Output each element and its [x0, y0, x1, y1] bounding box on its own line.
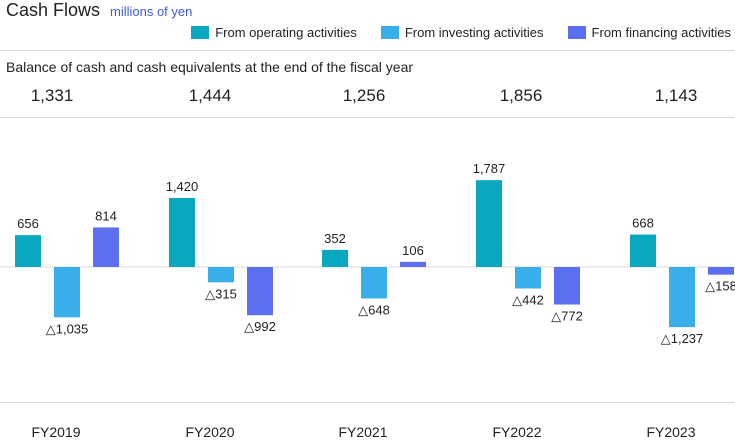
legend-label-financing: From financing activities	[591, 25, 731, 40]
x-tick-label-fy2023: FY2023	[646, 424, 695, 440]
bar-financing-fy2021	[400, 261, 426, 267]
bar-financing-fy2020	[247, 267, 273, 316]
x-tick-label-fy2021: FY2021	[338, 424, 387, 440]
data-label-operating-fy2020: 1,420	[166, 179, 199, 194]
data-label-financing-fy2022: △772	[551, 309, 583, 324]
x-tick-label-fy2022: FY2022	[492, 424, 541, 440]
data-label-investing-fy2020: △315	[205, 286, 237, 301]
data-label-financing-fy2020: △992	[244, 319, 276, 334]
legend: From operating activities From investing…	[191, 25, 731, 40]
bar-financing-fy2022	[554, 267, 580, 305]
data-label-operating-fy2019: 656	[17, 216, 39, 231]
divider-top	[0, 50, 735, 51]
bar-operating-fy2022	[476, 180, 502, 267]
bar-operating-fy2020	[169, 197, 195, 267]
data-label-financing-fy2023: △158	[705, 279, 735, 294]
unit-label: millions of yen	[110, 4, 193, 19]
x-tick-label-fy2020: FY2020	[185, 424, 234, 440]
data-label-operating-fy2022: 1,787	[473, 161, 506, 176]
bar-investing-fy2022	[515, 267, 541, 289]
legend-label-investing: From investing activities	[404, 25, 544, 40]
legend-swatch-operating	[191, 26, 210, 39]
data-label-investing-fy2023: △1,237	[661, 331, 704, 346]
divider-balance	[0, 117, 735, 118]
divider-bottom	[0, 402, 735, 403]
balance-value-fy2023: 1,143	[654, 86, 698, 105]
data-label-investing-fy2019: △1,035	[46, 321, 89, 336]
legend-item-investing: From investing activities	[380, 25, 544, 40]
chart-title: Cash Flows	[6, 0, 101, 20]
legend-item-operating: From operating activities	[191, 25, 357, 40]
bar-operating-fy2019	[15, 235, 41, 267]
balance-value-fy2021: 1,256	[342, 86, 386, 105]
balance-value-fy2020: 1,444	[188, 86, 232, 105]
balance-value-fy2019: 1,331	[30, 86, 74, 105]
data-label-investing-fy2021: △648	[358, 302, 390, 317]
data-label-financing-fy2019: 814	[95, 208, 117, 223]
bar-investing-fy2019	[54, 267, 80, 318]
legend-label-operating: From operating activities	[215, 25, 357, 40]
bar-investing-fy2023	[669, 267, 695, 328]
data-label-operating-fy2023: 668	[632, 216, 654, 231]
legend-swatch-investing	[380, 26, 399, 39]
legend-swatch-financing	[567, 26, 586, 39]
legend-item-financing: From financing activities	[567, 25, 731, 40]
bar-financing-fy2023	[708, 267, 734, 275]
data-label-financing-fy2021: 106	[402, 243, 424, 258]
balance-label: Balance of cash and cash equivalents at …	[6, 59, 414, 75]
data-label-operating-fy2021: 352	[324, 231, 346, 246]
data-label-investing-fy2022: △442	[512, 292, 544, 307]
balance-value-fy2022: 1,856	[499, 86, 543, 105]
bar-investing-fy2021	[361, 267, 387, 299]
bar-operating-fy2021	[322, 249, 348, 267]
bar-financing-fy2019	[93, 227, 119, 267]
bar-operating-fy2023	[630, 234, 656, 267]
bar-investing-fy2020	[208, 267, 234, 283]
x-tick-label-fy2019: FY2019	[31, 424, 80, 440]
